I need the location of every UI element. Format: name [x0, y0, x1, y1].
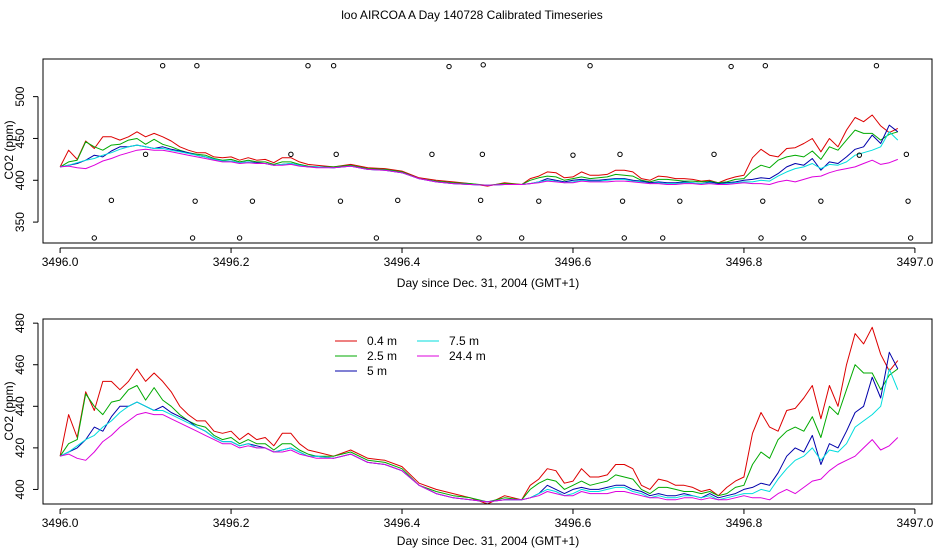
top-y-tick-label: 450 [13, 128, 27, 148]
top-data-point [480, 62, 486, 68]
top-data-point [660, 235, 666, 241]
top-data-point [236, 235, 243, 241]
top-data-point [373, 235, 380, 241]
top-data-point [587, 62, 593, 69]
bottom-plot-frame [42, 318, 933, 505]
top-data-point [801, 235, 807, 241]
top-x-tick-label: 3496.8 [726, 255, 763, 269]
bottom-x-tick-label: 3496.2 [213, 516, 250, 530]
top-series-lines [59, 114, 899, 187]
legend-label-24-4-m: 24.4 m [449, 349, 486, 363]
bottom-x-axis-label: Day since Dec. 31, 2004 (GMT+1) [397, 534, 579, 548]
top-axes: 3496.0 3496.2 3496.4 3496.6 3496.8 3497.0 350 4… [13, 58, 934, 269]
bottom-series-line-24-4-m [59, 412, 899, 503]
top-points [91, 62, 914, 241]
top-y-tick-label: 400 [13, 170, 27, 190]
legend-label-7-5-m: 7.5 m [449, 334, 479, 348]
top-data-point [479, 151, 486, 158]
top-data-point [856, 152, 863, 158]
top-data-point [108, 197, 115, 204]
top-y-tick-label: 350 [13, 212, 27, 232]
top-data-point [619, 198, 626, 204]
top-data-point [429, 151, 435, 158]
top-y-axis-label: CO2 (ppm) [2, 120, 16, 179]
top-plot-frame [42, 58, 933, 244]
top-x-tick-label: 3496.0 [42, 255, 79, 269]
top-data-point [621, 235, 627, 241]
legend: 0.4 m2.5 m5 m 7.5 m24.4 m [335, 334, 486, 378]
top-data-point [91, 235, 97, 241]
chart-title: loo AIRCOA A Day 140728 Calibrated Times… [341, 8, 602, 22]
top-data-point [395, 197, 401, 204]
bottom-x-tick-label: 3496.6 [555, 516, 592, 530]
top-data-point [477, 197, 484, 204]
top-data-point [189, 235, 196, 241]
top-data-point [873, 62, 880, 69]
panel-bottom: CO2 (ppm) Day since Dec. 31, 2004 (GMT+1… [2, 313, 934, 548]
top-data-point [536, 198, 542, 204]
top-data-point [677, 198, 683, 204]
top-data-point [476, 235, 482, 241]
bottom-y-tick-label: 420 [13, 438, 27, 458]
top-series-line-2-5-m [59, 129, 898, 186]
top-data-point [758, 235, 764, 241]
top-x-tick-label: 3497.0 [897, 255, 934, 269]
top-y-tick-label: 500 [13, 86, 27, 106]
top-x-axis-label: Day since Dec. 31, 2004 (GMT+1) [397, 276, 579, 290]
bottom-series-line-5-m [59, 351, 899, 503]
top-data-point [711, 151, 717, 158]
top-data-point [760, 198, 766, 204]
top-series-line-24-4-m [60, 148, 898, 186]
top-data-point [762, 62, 769, 69]
bottom-y-tick-label: 460 [13, 354, 27, 374]
bottom-y-tick-label: 480 [13, 313, 27, 333]
top-data-point [142, 151, 149, 158]
top-data-point [570, 152, 576, 158]
top-data-point [192, 198, 198, 204]
bottom-y-tick-label: 400 [13, 479, 27, 499]
top-data-point [446, 63, 452, 70]
top-x-tick-label: 3496.6 [555, 255, 592, 269]
top-data-point [333, 151, 339, 158]
top-data-point [518, 235, 525, 241]
top-data-point [818, 198, 824, 204]
top-data-point [903, 151, 910, 158]
top-data-point [617, 151, 623, 158]
top-series-line-0-4-m [59, 114, 899, 187]
top-data-point [159, 62, 166, 69]
top-x-tick-label: 3496.2 [213, 255, 250, 269]
bottom-x-tick-label: 3496.4 [384, 516, 421, 530]
top-x-tick-label: 3496.4 [384, 255, 421, 269]
bottom-axes: 3496.0 3496.2 3496.4 3496.6 3496.8 3497.0 400 4… [13, 313, 934, 530]
top-data-point [728, 63, 734, 70]
bottom-x-tick-label: 3496.8 [726, 516, 763, 530]
top-data-point [330, 62, 337, 69]
bottom-series-line-2-5-m [59, 364, 899, 503]
bottom-series-lines [59, 326, 899, 505]
bottom-x-tick-label: 3496.0 [42, 516, 79, 530]
panel-top: CO2 (ppm) Day since Dec. 31, 2004 (GMT+1… [2, 58, 934, 290]
top-data-point [194, 62, 200, 69]
top-data-point [337, 198, 344, 204]
bottom-y-axis-label: CO2 (ppm) [2, 381, 16, 440]
top-data-point [288, 151, 294, 158]
bottom-x-tick-label: 3497.0 [897, 516, 934, 530]
top-data-point [907, 235, 914, 241]
bottom-y-tick-label: 440 [13, 396, 27, 416]
legend-label-0-4-m: 0.4 m [367, 334, 397, 348]
top-data-point [305, 62, 311, 69]
bottom-series-line-0-4-m [59, 326, 899, 505]
top-data-point [905, 198, 911, 204]
legend-label-2-5-m: 2.5 m [367, 349, 397, 363]
top-data-point [249, 198, 256, 204]
legend-label-5-m: 5 m [367, 364, 387, 378]
